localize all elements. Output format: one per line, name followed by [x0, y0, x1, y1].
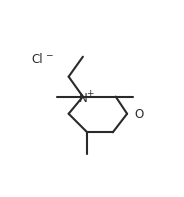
- Text: Cl: Cl: [32, 53, 43, 66]
- Text: −: −: [45, 50, 53, 59]
- Text: +: +: [86, 89, 94, 98]
- Text: O: O: [134, 108, 144, 121]
- Text: N: N: [79, 92, 88, 105]
